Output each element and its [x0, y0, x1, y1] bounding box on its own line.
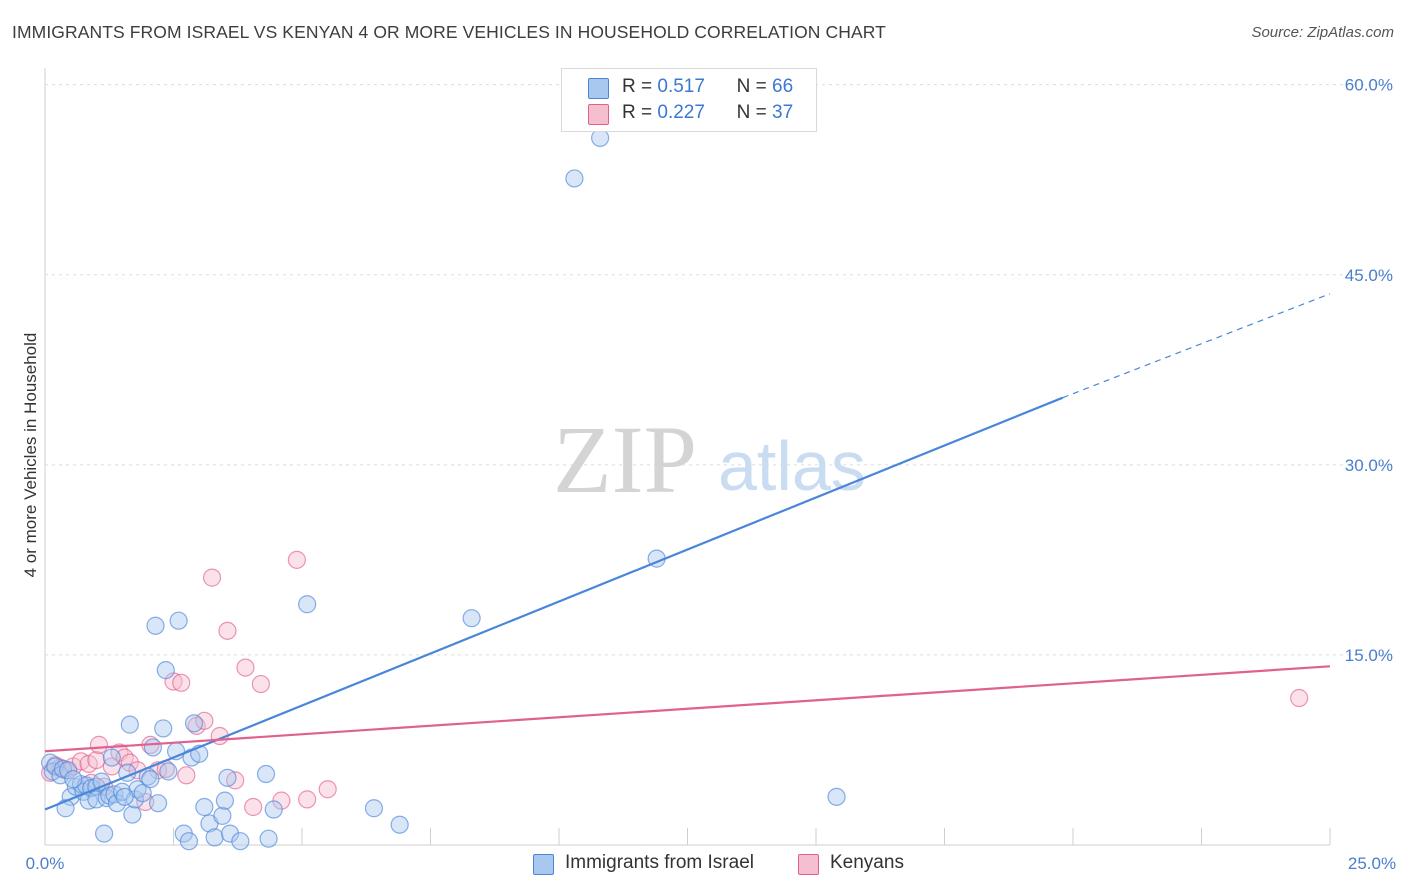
axes: [44, 68, 1331, 846]
legend-n-label: N =: [736, 102, 767, 123]
israel-point: [231, 832, 250, 851]
israel-point: [59, 761, 78, 780]
watermark: ZIP atlas: [553, 406, 866, 513]
israel-point: [298, 595, 317, 614]
legend-r-label: R =: [622, 76, 653, 97]
israel-point: [215, 791, 234, 810]
israel-point: [220, 824, 240, 843]
bottom-legend-label-israel: Immigrants from Israel: [565, 852, 754, 873]
israel-trend-extension: [1062, 293, 1331, 399]
kenyans-point: [251, 674, 270, 694]
israel-point: [169, 611, 188, 630]
israel-point: [565, 169, 584, 188]
chart-title: IMMIGRANTS FROM ISRAEL VS KENYAN 4 OR MO…: [12, 22, 886, 42]
israel-point: [179, 832, 199, 851]
x-tick-label: 25.0%: [1348, 854, 1396, 873]
legend-r-label: R =: [622, 102, 653, 123]
kenyans-point: [172, 673, 191, 692]
israel-point: [133, 783, 152, 803]
israel-point: [195, 797, 214, 817]
grid-lines: [45, 84, 1392, 656]
kenyans-point: [87, 750, 106, 770]
y-tick-label: 15.0%: [1345, 646, 1393, 665]
israel-point: [120, 715, 139, 734]
kenyans-point: [218, 621, 237, 640]
legend-n-label: N =: [736, 76, 767, 97]
y-axis-label: 4 or more Vehicles in Household: [21, 333, 40, 578]
kenyans-point: [89, 735, 109, 754]
legend-r-value: 0.517: [657, 76, 705, 97]
israel-point: [156, 661, 175, 680]
y-tick-label: 60.0%: [1345, 76, 1393, 95]
legend-swatch-kenyans: [588, 104, 609, 125]
kenyans-point: [236, 658, 255, 677]
israel-point: [184, 714, 204, 733]
kenyans-point: [318, 780, 337, 799]
israel-point: [256, 764, 276, 784]
kenyans-point: [287, 550, 306, 569]
kenyans-trend-line: [44, 665, 1331, 753]
israel-point: [462, 609, 481, 628]
kenyans-point: [202, 568, 222, 587]
bottom-legend-label-kenyans: Kenyans: [830, 852, 904, 873]
correlation-legend: R = 0.517 N = 66 R = 0.227 N = 37: [561, 68, 817, 132]
israel-point: [827, 787, 846, 806]
israel-point: [115, 787, 134, 806]
israel-point: [205, 828, 224, 847]
y-tick-label: 45.0%: [1345, 266, 1393, 285]
israel-point: [390, 815, 409, 834]
israel-point: [213, 806, 232, 825]
israel-point: [146, 616, 165, 635]
kenyans-point: [1290, 688, 1309, 708]
kenyans-point: [244, 797, 263, 817]
kenyans-point: [177, 766, 196, 785]
watermark-atlas: atlas: [718, 427, 866, 505]
israel-point: [64, 770, 83, 789]
israel-point: [364, 799, 384, 818]
israel-point: [264, 800, 283, 819]
israel-point: [218, 768, 237, 787]
israel-points: [41, 128, 846, 851]
legend-r-value: 0.227: [657, 102, 705, 123]
bottom-legend-swatch-israel: [533, 854, 554, 875]
israel-point: [143, 738, 163, 757]
legend-n-value: 37: [772, 102, 794, 123]
legend-n-value: 66: [772, 76, 794, 97]
watermark-zip: ZIP: [553, 406, 697, 513]
israel-point: [148, 794, 168, 813]
israel-point: [159, 762, 178, 781]
israel-point: [154, 719, 173, 738]
trend-lines: [44, 293, 1331, 811]
israel-point: [141, 770, 160, 789]
israel-point: [123, 805, 142, 824]
israel-point: [102, 748, 121, 767]
legend-swatch-israel: [588, 78, 609, 99]
israel-point: [95, 824, 114, 843]
kenyans-point: [115, 748, 134, 767]
bottom-legend-swatch-kenyans: [798, 854, 819, 875]
kenyans-point: [298, 790, 317, 809]
y-tick-label: 30.0%: [1345, 456, 1393, 475]
tick-labels: 15.0% 30.0% 45.0% 60.0% 0.0% 25.0%: [26, 76, 1396, 873]
x-tick-label: 0.0%: [26, 854, 65, 873]
israel-point: [259, 829, 278, 848]
source-label: Source: ZipAtlas.com: [1251, 24, 1394, 41]
